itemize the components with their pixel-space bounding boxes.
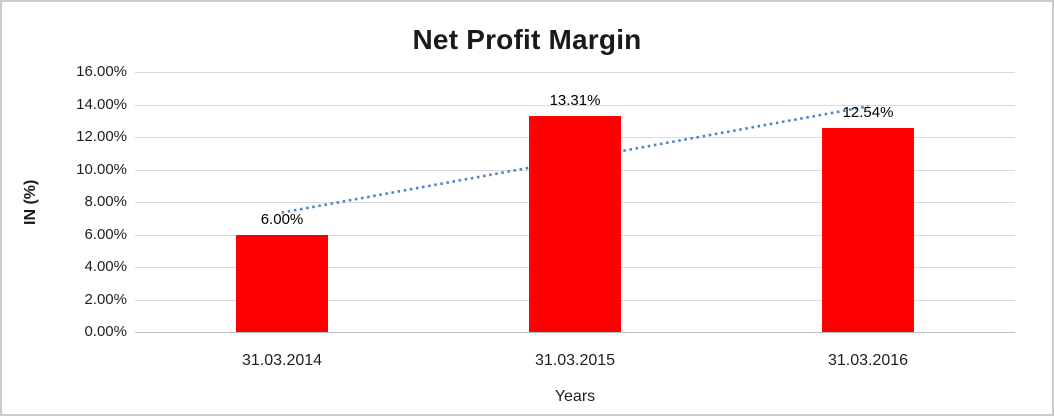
chart-title: Net Profit Margin xyxy=(412,24,642,55)
y-tick-label: 12.00% xyxy=(76,128,127,145)
y-tick-label: 4.00% xyxy=(84,258,127,275)
y-tick-label: 0.00% xyxy=(84,323,127,340)
y-tick-label: 16.00% xyxy=(76,63,127,80)
bar-value-label: 6.00% xyxy=(260,211,304,228)
gridline xyxy=(135,105,1015,106)
x-tick-label: 31.03.2016 xyxy=(827,352,909,369)
bar xyxy=(236,235,328,332)
y-tick-label: 8.00% xyxy=(84,193,127,210)
y-tick-label: 10.00% xyxy=(76,161,127,178)
bar xyxy=(529,116,621,332)
y-tick-label: 2.00% xyxy=(84,291,127,308)
plot-area: 6.00% 13.31% 12.54% xyxy=(135,72,1015,333)
x-tick-label: 31.03.2015 xyxy=(534,352,616,369)
bar xyxy=(822,128,914,332)
x-tick-label: 31.03.2014 xyxy=(241,352,323,369)
bar-value-label: 12.54% xyxy=(842,104,894,121)
gridline xyxy=(135,72,1015,73)
gridline xyxy=(135,332,1015,333)
bar-value-label: 13.31% xyxy=(549,92,601,109)
x-axis-title: Years xyxy=(554,388,596,405)
y-tick-label: 6.00% xyxy=(84,226,127,243)
y-tick-label: 14.00% xyxy=(76,96,127,113)
